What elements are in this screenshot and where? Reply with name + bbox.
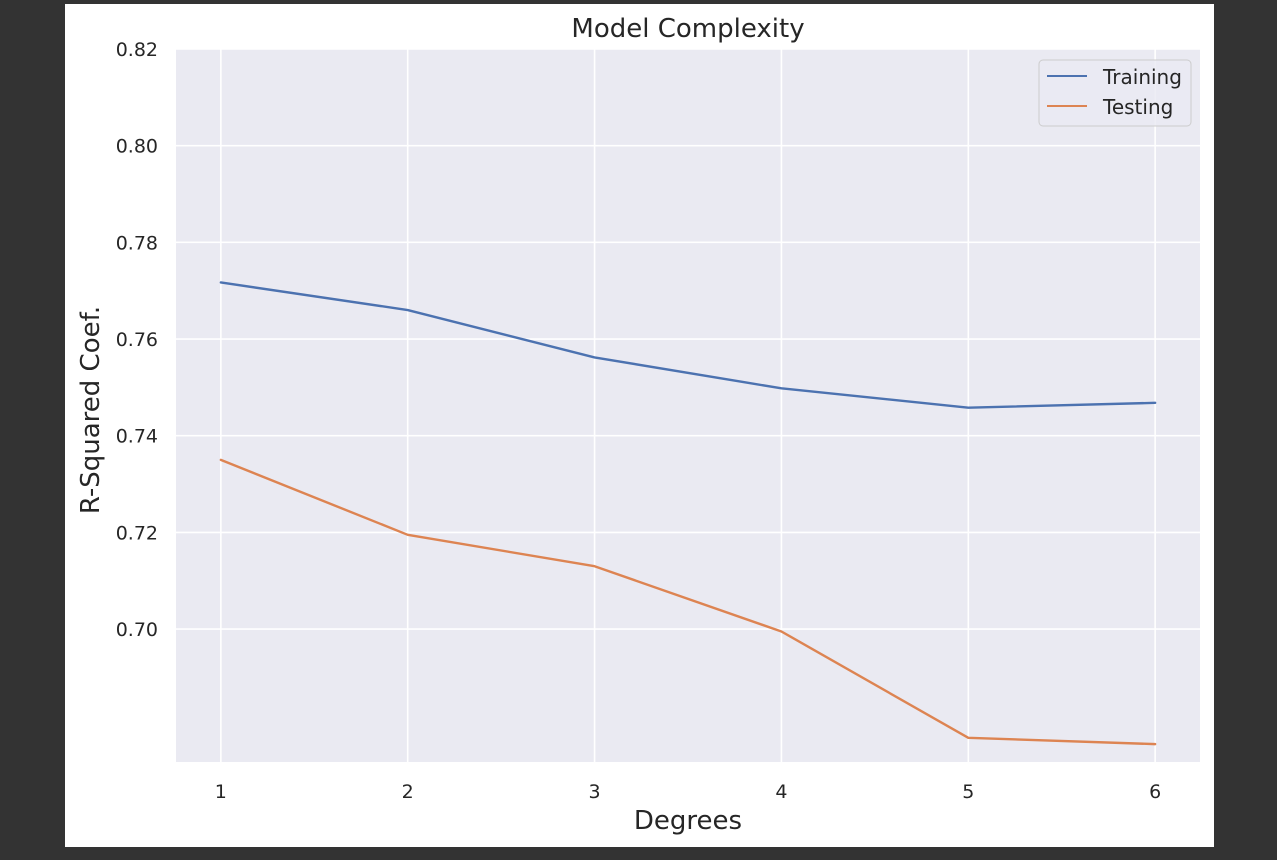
y-tick-label: 0.80 — [116, 136, 158, 158]
legend-label-testing: Testing — [1102, 95, 1173, 119]
x-tick-label: 1 — [215, 781, 227, 803]
x-tick-label: 6 — [1149, 781, 1161, 803]
series-lines — [219, 281, 1157, 746]
x-tick-label: 2 — [402, 781, 414, 803]
y-tick-label: 0.78 — [116, 232, 158, 254]
chart-title: Model Complexity — [571, 14, 804, 44]
x-axis-label: Degrees — [634, 806, 742, 836]
series-line-testing — [219, 458, 1157, 746]
y-tick-label: 0.74 — [116, 426, 158, 448]
legend: Training Testing — [1038, 59, 1192, 127]
x-tick-label: 5 — [962, 781, 974, 803]
x-tick-label: 4 — [775, 781, 787, 803]
grid-lines — [176, 48, 1200, 762]
legend-label-training: Training — [1102, 65, 1182, 89]
y-tick-label: 0.82 — [116, 39, 158, 61]
line-chart: 1 2 3 4 5 6 0.70 0.72 0.74 0.76 0.78 0.80 0.82 Mode… — [76, 14, 1200, 836]
series-line-training — [219, 281, 1157, 409]
y-tick-label: 0.72 — [116, 522, 158, 544]
y-axis-label: R-Squared Coef. — [76, 306, 106, 514]
x-tick-label: 3 — [589, 781, 601, 803]
figure-frame: 1 2 3 4 5 6 0.70 0.72 0.74 0.76 0.78 0.80 0.82 Mode… — [65, 4, 1214, 847]
y-tick-label: 0.76 — [116, 329, 158, 351]
y-tick-label: 0.70 — [116, 619, 158, 641]
y-tick-labels: 0.70 0.72 0.74 0.76 0.78 0.80 0.82 — [116, 39, 158, 641]
x-tick-labels: 1 2 3 4 5 6 — [215, 781, 1161, 803]
